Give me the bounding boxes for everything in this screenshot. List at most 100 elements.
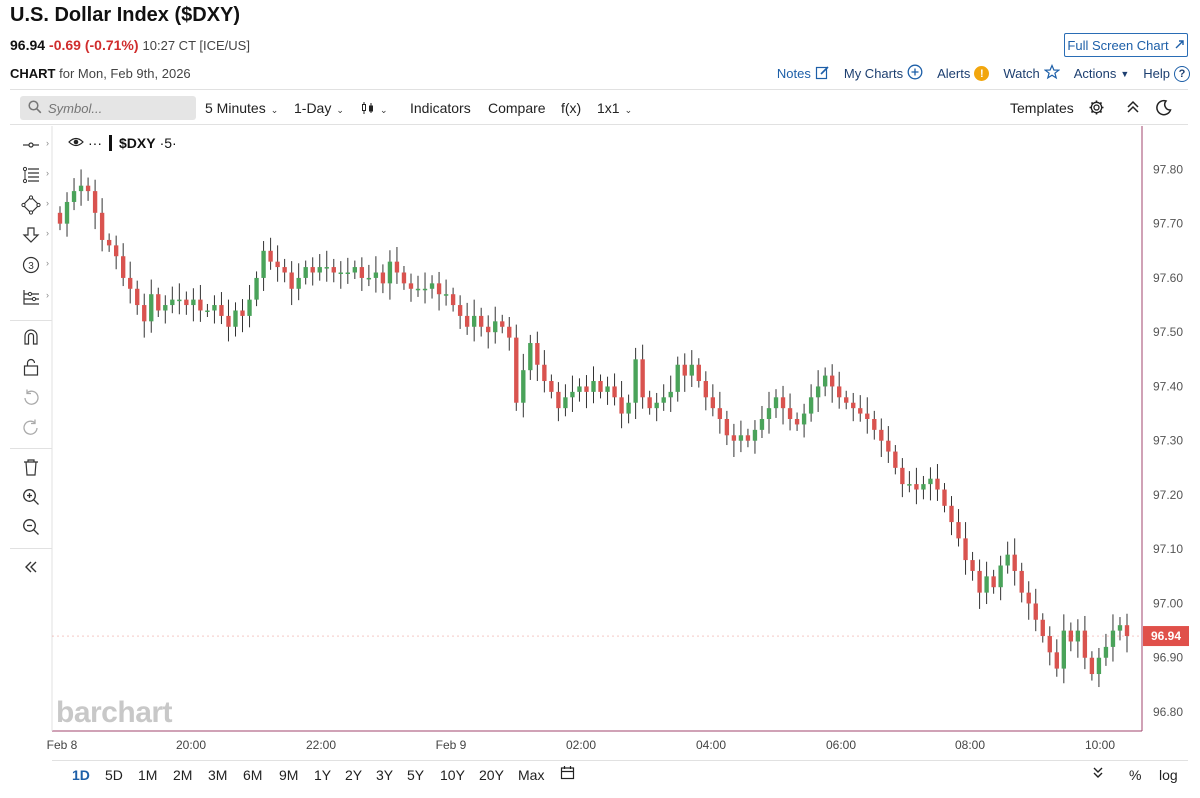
candle-body xyxy=(858,408,863,414)
candle-body xyxy=(900,467,905,485)
shapes-icon[interactable] xyxy=(20,194,42,216)
candle-body xyxy=(359,267,365,278)
scroll-down-icon[interactable] xyxy=(1092,765,1104,782)
templates-button[interactable]: Templates xyxy=(1010,100,1074,116)
candle-body xyxy=(486,326,491,333)
range-20y[interactable]: 20Y xyxy=(479,767,504,783)
dark-mode-moon-icon[interactable] xyxy=(1155,99,1172,119)
candle-body xyxy=(443,294,449,296)
indicators-button[interactable]: Indicators xyxy=(410,100,471,116)
candle-body xyxy=(584,386,589,392)
candle-body xyxy=(394,261,400,273)
fib-lines-icon[interactable] xyxy=(20,164,42,186)
chevron-right-icon: › xyxy=(46,258,49,268)
range-9m[interactable]: 9M xyxy=(279,767,299,783)
measure-icon[interactable] xyxy=(20,286,42,308)
candle-body xyxy=(191,299,196,306)
collapse-up-icon[interactable] xyxy=(1126,100,1140,117)
counter-icon[interactable]: 3 xyxy=(20,254,42,276)
candle-body xyxy=(773,397,779,409)
candle-body xyxy=(801,413,807,425)
full-screen-chart-button[interactable]: Full Screen Chart xyxy=(1064,33,1188,57)
candle-body xyxy=(338,272,343,275)
actions-label: Actions xyxy=(1073,66,1117,81)
range-3y[interactable]: 3Y xyxy=(376,767,394,783)
range-6m[interactable]: 6M xyxy=(243,767,263,783)
candle-body xyxy=(233,310,238,327)
help-link[interactable]: Help ? xyxy=(1143,65,1190,82)
redo-icon[interactable] xyxy=(20,416,42,438)
candle-body xyxy=(1019,570,1024,593)
candle-body xyxy=(759,419,765,430)
interval-label: 5 Minutes xyxy=(205,100,266,116)
percent-toggle[interactable]: % xyxy=(1129,767,1142,783)
candle-body xyxy=(577,386,582,392)
candle-body xyxy=(317,267,322,273)
zoom-in-icon[interactable] xyxy=(20,486,42,508)
zoom-out-icon[interactable] xyxy=(20,516,42,538)
alerts-link[interactable]: Alerts ! xyxy=(937,66,990,81)
candle-body xyxy=(198,299,203,311)
legend-menu-dots[interactable]: ··· xyxy=(88,135,102,151)
notes-link[interactable]: Notes xyxy=(777,65,830,83)
alerts-label: Alerts xyxy=(937,66,971,81)
chart-type-select[interactable]: ⌄ xyxy=(361,100,388,116)
symbol-search[interactable] xyxy=(20,96,196,120)
period-label: 1-Day xyxy=(294,100,332,116)
watch-link[interactable]: Watch xyxy=(1003,63,1061,83)
arrow-down-icon[interactable] xyxy=(20,224,42,246)
range-1d[interactable]: 1D xyxy=(72,767,90,783)
candle-body xyxy=(1012,554,1017,571)
x-tick-label: 02:00 xyxy=(566,738,596,752)
series-color-swatch xyxy=(109,135,112,151)
candle-body xyxy=(724,419,730,436)
log-toggle[interactable]: log xyxy=(1159,767,1178,783)
price-change: -0.69 (-0.71%) xyxy=(49,37,139,53)
eye-icon[interactable] xyxy=(68,135,84,151)
range-2y[interactable]: 2Y xyxy=(345,767,363,783)
calendar-icon[interactable] xyxy=(560,765,575,783)
range-5d[interactable]: 5D xyxy=(105,767,123,783)
range-2m[interactable]: 2M xyxy=(173,767,193,783)
y-tick-label: 97.40 xyxy=(1153,379,1183,393)
candle-body xyxy=(1005,554,1010,566)
period-select[interactable]: 1-Day ⌄ xyxy=(294,100,344,116)
candle-body xyxy=(1061,630,1066,669)
range-1y[interactable]: 1Y xyxy=(314,767,332,783)
layout-select[interactable]: 1x1 ⌄ xyxy=(597,100,632,116)
candle-body xyxy=(731,435,737,441)
lock-icon[interactable] xyxy=(20,356,42,378)
candle-body xyxy=(352,267,358,273)
candle-body xyxy=(415,288,421,291)
candle-body xyxy=(170,299,175,306)
trash-icon[interactable] xyxy=(20,456,42,478)
my-charts-link[interactable]: My Charts xyxy=(844,64,923,83)
range-3m[interactable]: 3M xyxy=(208,767,228,783)
candle-body xyxy=(514,337,519,403)
range-1m[interactable]: 1M xyxy=(138,767,158,783)
function-button[interactable]: f(x) xyxy=(561,100,582,116)
actions-menu[interactable]: Actions ▼ xyxy=(1074,66,1130,81)
range-10y[interactable]: 10Y xyxy=(440,767,465,783)
crosshair-icon[interactable] xyxy=(20,134,42,156)
range-max[interactable]: Max xyxy=(518,767,545,783)
candle-body xyxy=(261,250,266,278)
undo-icon[interactable] xyxy=(20,386,42,408)
compare-button[interactable]: Compare xyxy=(488,100,546,116)
candle-body xyxy=(471,315,477,327)
candle-body xyxy=(268,250,273,262)
candle-body xyxy=(331,267,336,273)
range-5y[interactable]: 5Y xyxy=(407,767,425,783)
help-icon: ? xyxy=(1174,65,1190,82)
candle-body xyxy=(450,294,456,306)
candle-body xyxy=(654,402,659,409)
magnet-icon[interactable] xyxy=(20,326,42,348)
candle-body xyxy=(808,397,814,414)
symbol-input[interactable] xyxy=(48,100,188,116)
collapse-icon[interactable] xyxy=(20,556,42,578)
candle-body xyxy=(310,267,315,273)
notes-label: Notes xyxy=(776,66,811,81)
interval-select[interactable]: 5 Minutes ⌄ xyxy=(205,100,278,116)
settings-gear-icon[interactable] xyxy=(1088,99,1105,119)
